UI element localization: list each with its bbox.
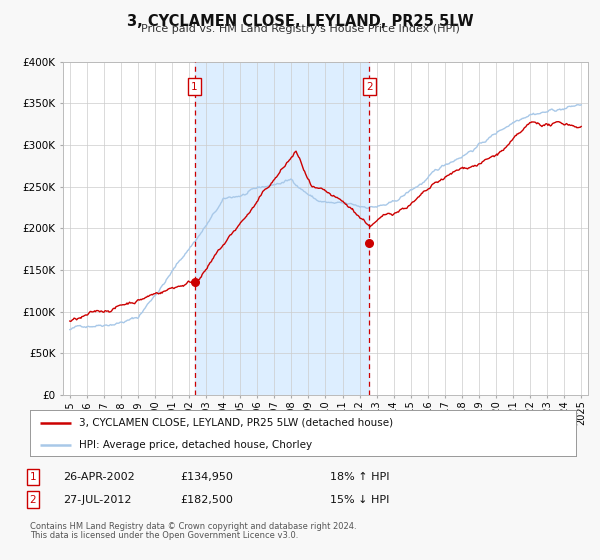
Text: HPI: Average price, detached house, Chorley: HPI: Average price, detached house, Chor… (79, 440, 312, 450)
Text: 2: 2 (29, 494, 37, 505)
Text: Price paid vs. HM Land Registry's House Price Index (HPI): Price paid vs. HM Land Registry's House … (140, 24, 460, 34)
Text: 15% ↓ HPI: 15% ↓ HPI (330, 494, 389, 505)
Text: 18% ↑ HPI: 18% ↑ HPI (330, 472, 389, 482)
Text: 1: 1 (29, 472, 37, 482)
Text: 26-APR-2002: 26-APR-2002 (63, 472, 135, 482)
Text: 27-JUL-2012: 27-JUL-2012 (63, 494, 131, 505)
Text: 1: 1 (191, 82, 198, 92)
Text: Contains HM Land Registry data © Crown copyright and database right 2024.: Contains HM Land Registry data © Crown c… (30, 522, 356, 531)
Bar (194, 62, 370, 395)
Text: This data is licensed under the Open Government Licence v3.0.: This data is licensed under the Open Gov… (30, 531, 298, 540)
Text: 2: 2 (366, 82, 373, 92)
Text: 3, CYCLAMEN CLOSE, LEYLAND, PR25 5LW: 3, CYCLAMEN CLOSE, LEYLAND, PR25 5LW (127, 14, 473, 29)
Text: 3, CYCLAMEN CLOSE, LEYLAND, PR25 5LW (detached house): 3, CYCLAMEN CLOSE, LEYLAND, PR25 5LW (de… (79, 418, 393, 428)
Text: £182,500: £182,500 (180, 494, 233, 505)
Text: £134,950: £134,950 (180, 472, 233, 482)
